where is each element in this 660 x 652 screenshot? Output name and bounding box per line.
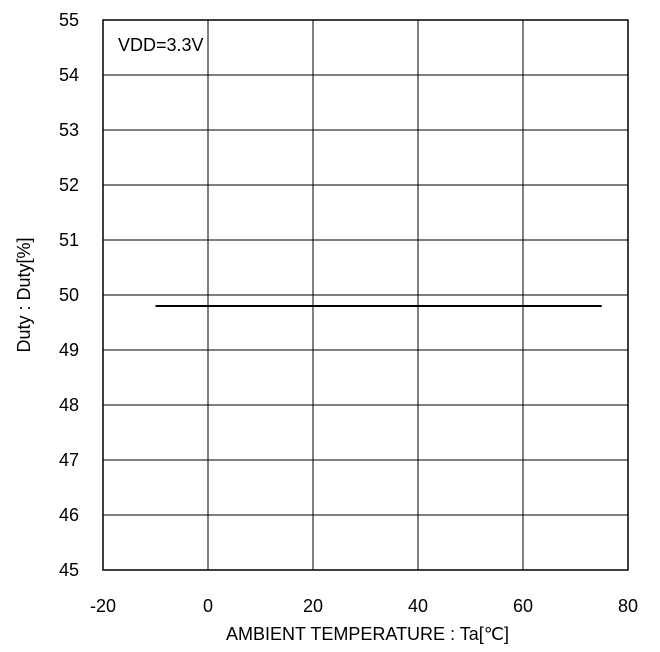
x-tick-label: 0 bbox=[203, 596, 213, 616]
x-tick-label: 80 bbox=[618, 596, 638, 616]
y-axis-title: Duty : Duty[%] bbox=[14, 237, 34, 352]
grid bbox=[103, 20, 628, 570]
y-tick-label: 52 bbox=[59, 175, 79, 195]
x-tick-label: -20 bbox=[90, 596, 116, 616]
y-tick-label: 54 bbox=[59, 65, 79, 85]
y-tick-label: 49 bbox=[59, 340, 79, 360]
y-tick-label: 53 bbox=[59, 120, 79, 140]
x-axis-title: AMBIENT TEMPERATURE : Ta[℃] bbox=[226, 624, 509, 644]
annotation-label: VDD=3.3V bbox=[118, 35, 204, 55]
x-tick-label: 20 bbox=[303, 596, 323, 616]
y-tick-labels: 45 46 47 48 49 50 51 52 53 54 55 bbox=[59, 10, 79, 580]
y-tick-label: 47 bbox=[59, 450, 79, 470]
x-tick-label: 40 bbox=[408, 596, 428, 616]
y-tick-label: 55 bbox=[59, 10, 79, 30]
y-tick-label: 46 bbox=[59, 505, 79, 525]
y-tick-label: 51 bbox=[59, 230, 79, 250]
plot-frame bbox=[102, 19, 629, 571]
x-tick-label: 60 bbox=[513, 596, 533, 616]
y-tick-label: 50 bbox=[59, 285, 79, 305]
y-tick-label: 48 bbox=[59, 395, 79, 415]
x-tick-labels: -20 0 20 40 60 80 bbox=[90, 596, 638, 616]
y-tick-label: 45 bbox=[59, 560, 79, 580]
